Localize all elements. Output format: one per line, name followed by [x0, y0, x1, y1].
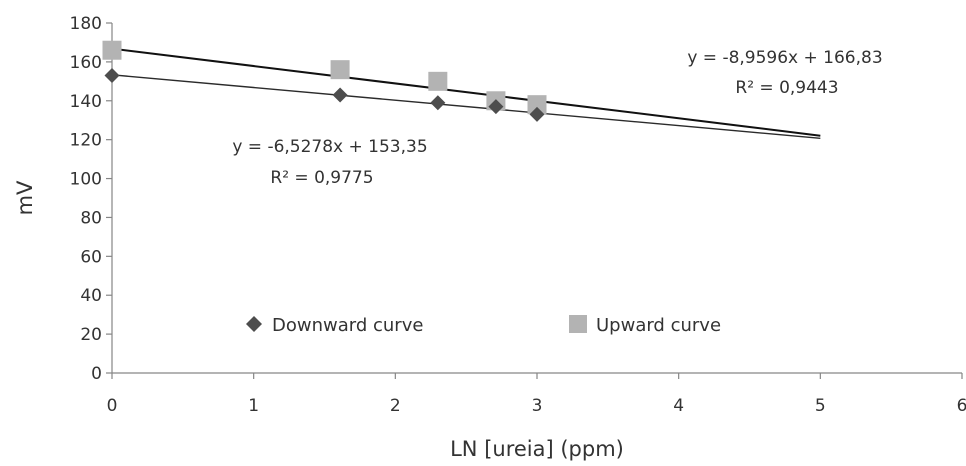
downward-equation-label: y = -6,5278x + 153,35 — [232, 137, 427, 157]
upward-point — [330, 60, 350, 80]
y-tick-label: 120 — [70, 131, 102, 151]
x-tick-label: 0 — [107, 396, 118, 416]
y-tick-label: 0 — [91, 364, 102, 384]
y-tick-label: 140 — [70, 92, 102, 112]
legend-diamond-marker — [246, 316, 262, 332]
downward-point — [332, 87, 348, 103]
legend-label-upward: Upward curve — [596, 315, 721, 336]
legend: Downward curve Upward curve — [246, 315, 721, 336]
upward-point — [102, 40, 122, 60]
upward-r2-label: R² = 0,9443 — [735, 78, 838, 98]
downward-point — [104, 68, 120, 83]
trendline-upward — [111, 47, 821, 137]
downward-point — [529, 106, 545, 122]
x-tick-label: 4 — [673, 396, 684, 416]
x-tick-label: 5 — [815, 396, 826, 416]
y-tick-label: 100 — [70, 170, 102, 190]
y-tick-label: 160 — [70, 53, 102, 73]
y-tick-label: 60 — [80, 247, 102, 267]
data-points — [102, 40, 547, 122]
y-axis-title: mV — [13, 180, 37, 215]
downward-r2-label: R² = 0,9775 — [270, 168, 373, 188]
x-tick-label: 1 — [248, 396, 259, 416]
trendline-downward — [111, 74, 821, 139]
upward-point — [428, 71, 448, 91]
x-tick-label: 6 — [957, 396, 966, 416]
legend-square-marker — [569, 315, 587, 333]
y-tick-label: 40 — [80, 286, 102, 306]
trendlines — [111, 47, 821, 139]
downward-point — [430, 95, 446, 111]
y-tick-label: 20 — [80, 325, 102, 345]
x-axis-title: LN [ureia] (ppm) — [450, 437, 624, 461]
upward-point — [527, 95, 547, 115]
axes: 0 20 40 60 80 100 120 140 160 180 0 1 2 3 4 5 6 LN [ureia… — [13, 14, 966, 461]
y-tick-label: 80 — [80, 208, 102, 228]
y-tick-label: 180 — [70, 14, 102, 34]
upward-equation-label: y = -8,9596x + 166,83 — [687, 48, 882, 68]
legend-label-downward: Downward curve — [272, 315, 423, 336]
downward-point — [488, 99, 504, 115]
equation-labels: y = -6,5278x + 153,35 R² = 0,9775 y = -8,9… — [232, 48, 882, 188]
x-tick-label: 3 — [532, 396, 543, 416]
x-tick-label: 2 — [390, 396, 401, 416]
